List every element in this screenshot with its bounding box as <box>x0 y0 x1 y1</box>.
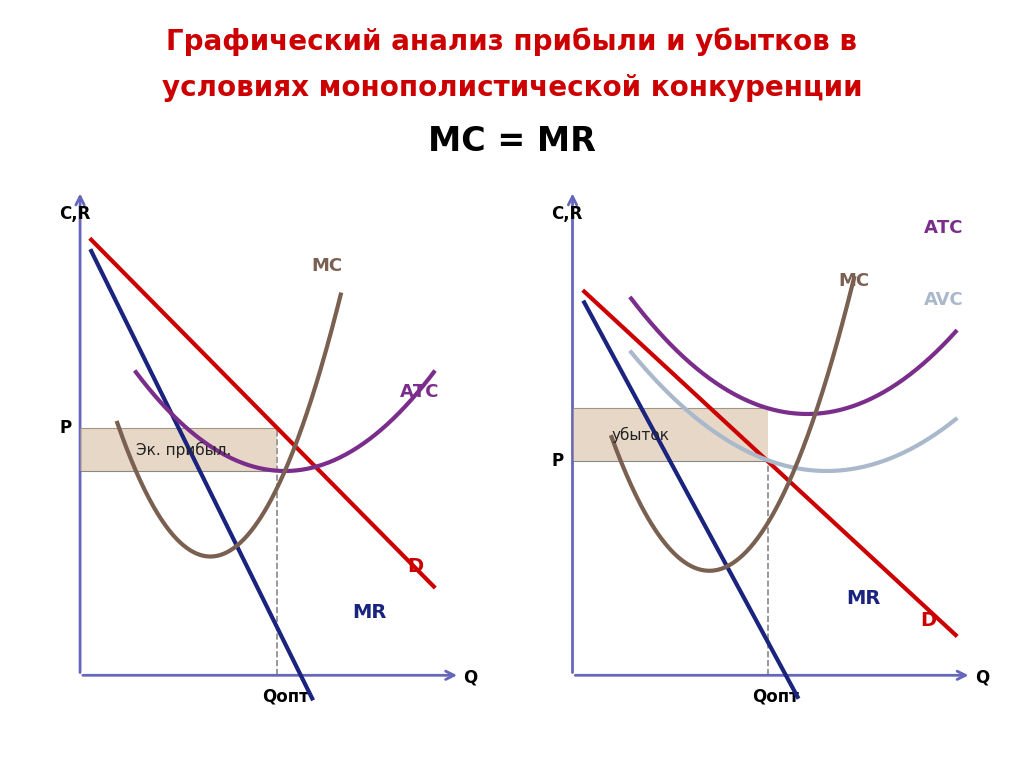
Text: АТС: АТС <box>925 219 964 238</box>
Text: D: D <box>921 611 937 630</box>
Text: Q: Q <box>464 669 478 686</box>
Text: Qопт: Qопт <box>753 687 800 706</box>
Text: MR: MR <box>846 589 881 608</box>
Text: MR: MR <box>352 604 386 622</box>
Text: АТС: АТС <box>400 384 439 401</box>
Bar <box>572 408 768 462</box>
Text: MC: MC <box>839 272 869 290</box>
Text: Графический анализ прибыли и убытков в: Графический анализ прибыли и убытков в <box>167 28 857 57</box>
Text: AVC: AVC <box>925 291 965 308</box>
Text: MC = MR: MC = MR <box>428 125 596 159</box>
Bar <box>80 428 278 471</box>
Text: Эк. прибыл.: Эк. прибыл. <box>136 442 231 458</box>
Text: условиях монополистической конкуренции: условиях монополистической конкуренции <box>162 74 862 102</box>
Text: Qопт: Qопт <box>262 687 309 706</box>
Text: C,R: C,R <box>59 205 91 223</box>
Text: Q: Q <box>975 669 989 686</box>
Text: D: D <box>408 558 424 576</box>
Text: MC: MC <box>311 258 342 275</box>
Text: C,R: C,R <box>551 205 583 223</box>
Text: P: P <box>59 420 72 437</box>
Text: убыток: убыток <box>611 426 670 443</box>
Text: P: P <box>551 453 563 470</box>
